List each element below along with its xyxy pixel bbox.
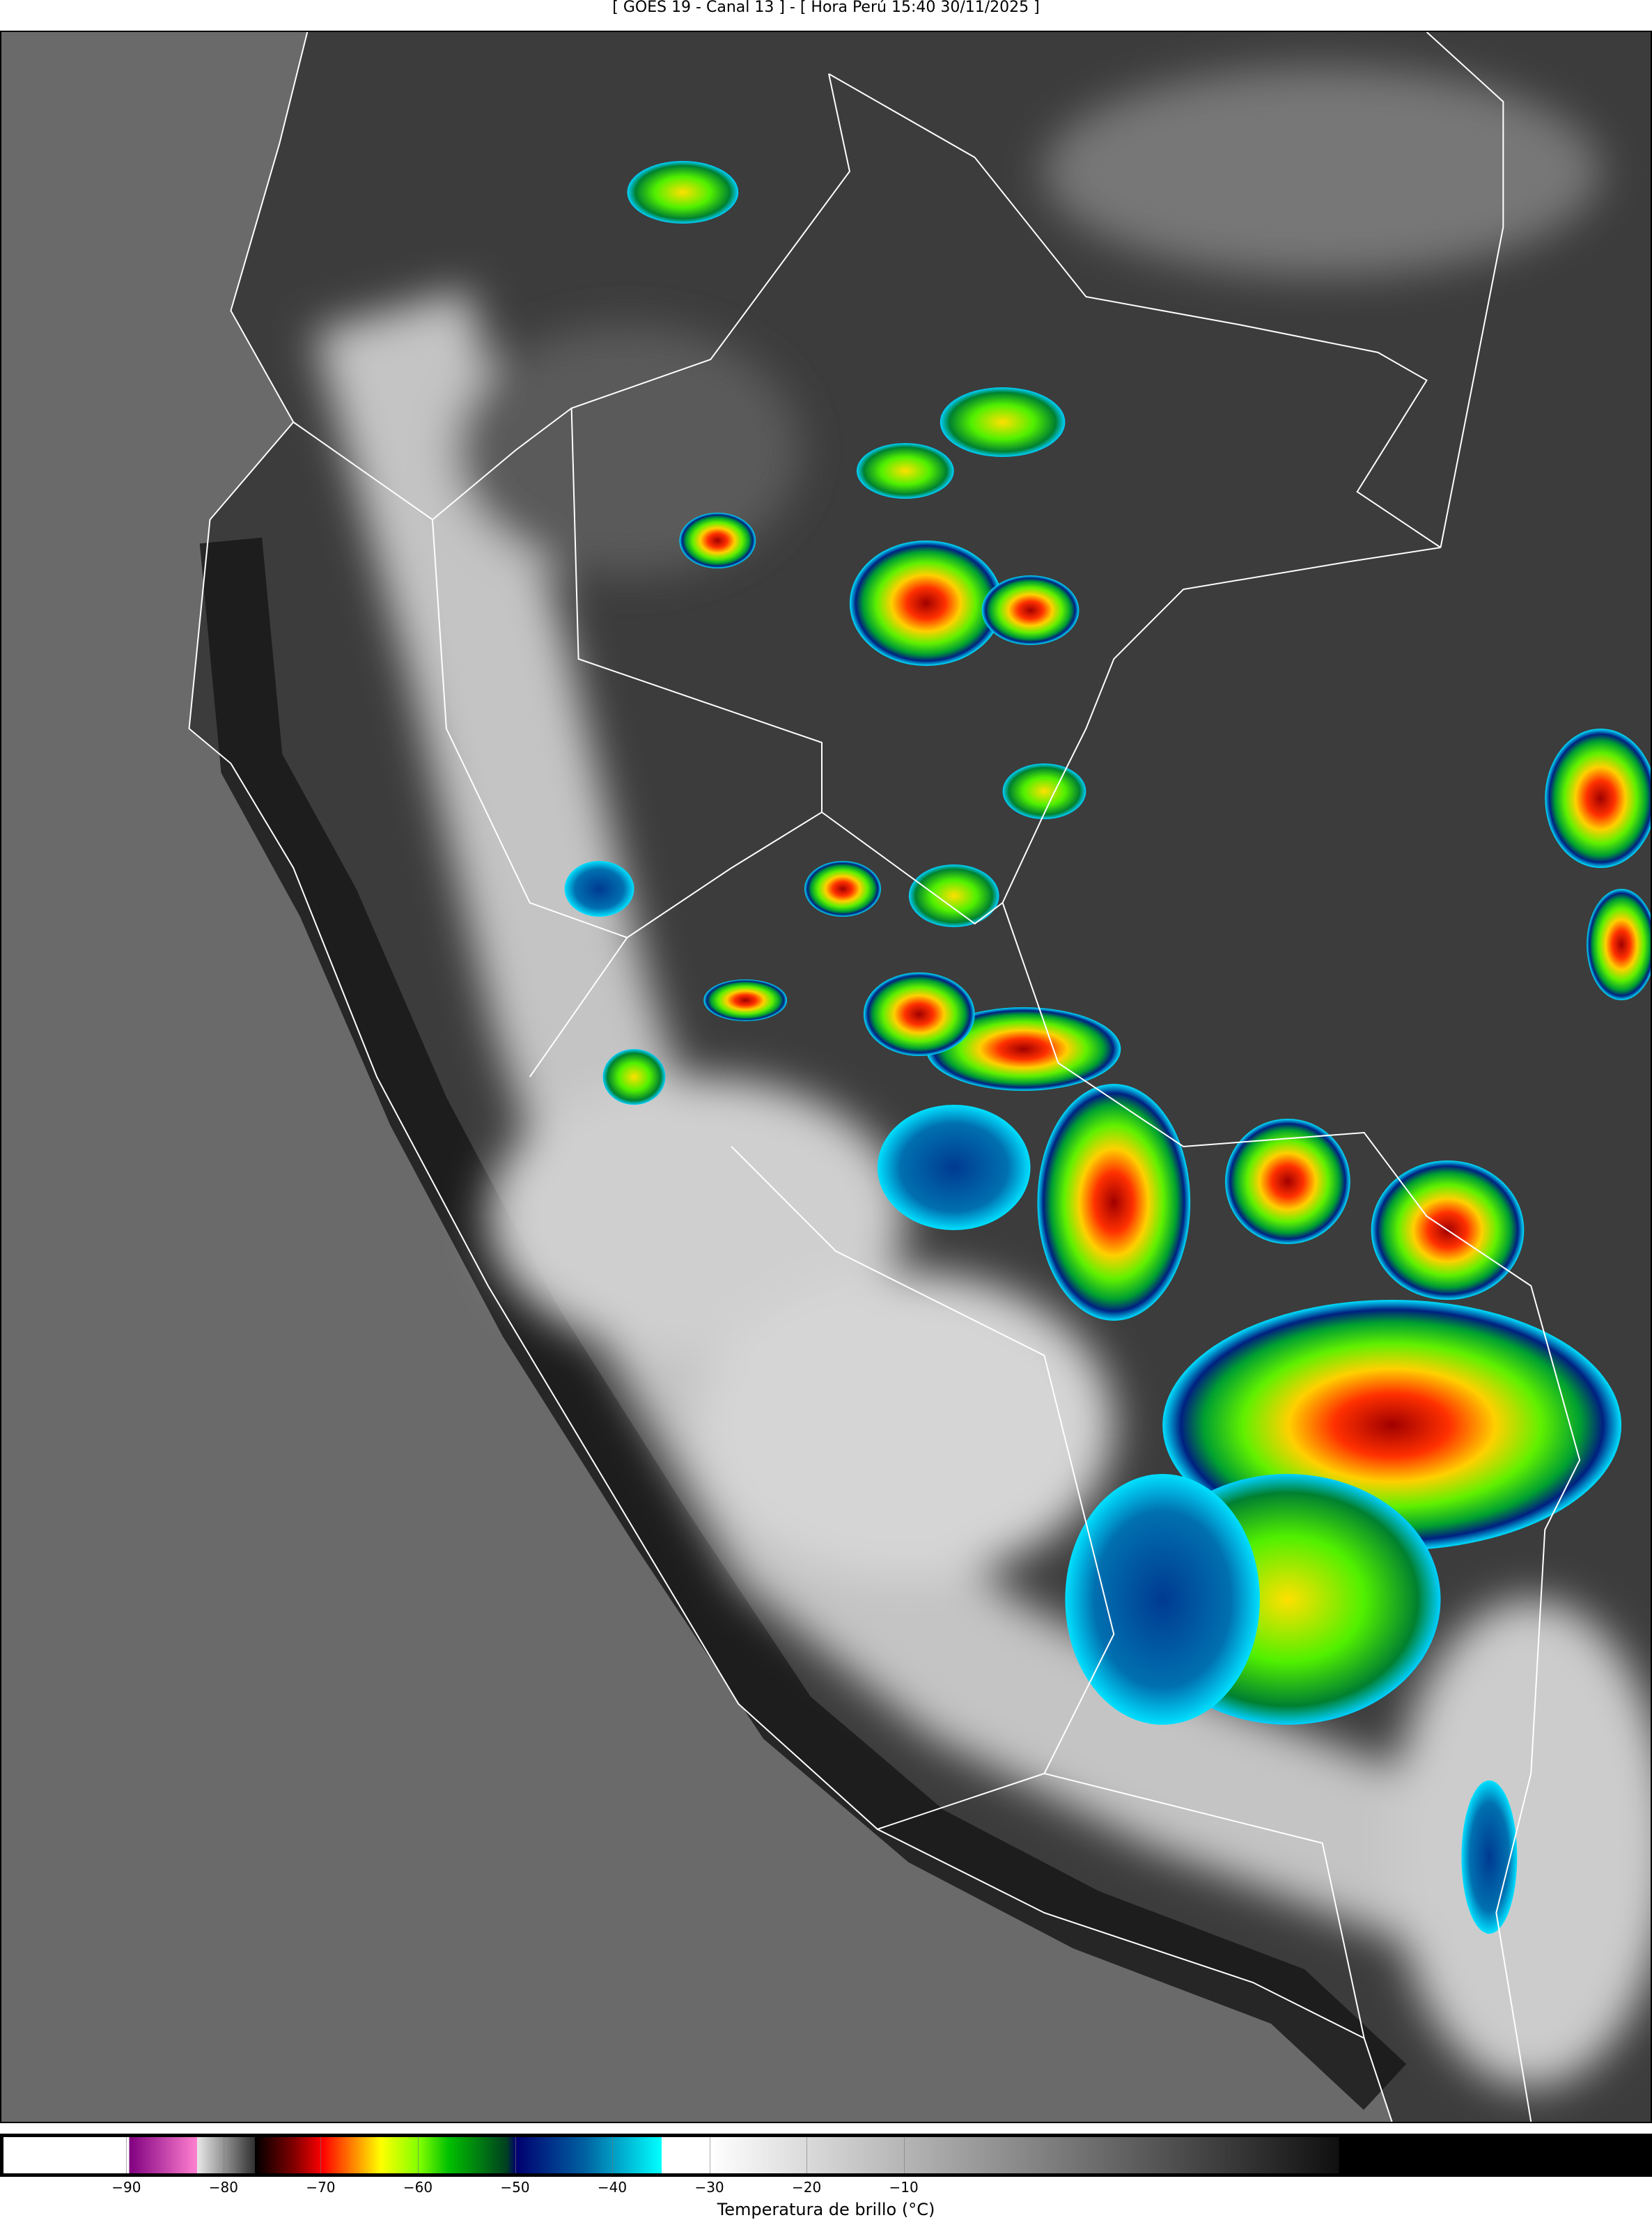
colorbar-tick-label: −60 xyxy=(403,2179,433,2196)
colorbar-tick-label: −10 xyxy=(889,2179,919,2196)
colorbar-tick-label: −50 xyxy=(500,2179,530,2196)
satellite-image xyxy=(1,32,1651,2122)
colorbar-tick-label: −90 xyxy=(111,2179,141,2196)
map-title: [ GOES 19 - Canal 13 ] - [ Hora Perú 15:… xyxy=(612,0,1040,16)
convective-cells xyxy=(564,161,1651,1934)
colorbar-tick-mark xyxy=(806,2137,808,2173)
satellite-map xyxy=(0,31,1652,2123)
andes-clouds xyxy=(313,67,1651,2087)
colorbar-tick-label: −70 xyxy=(306,2179,336,2196)
colorbar-tick-label: −40 xyxy=(597,2179,628,2196)
colorbar xyxy=(0,2134,1652,2177)
colorbar-tick-mark xyxy=(320,2137,322,2173)
colorbar-tick-mark xyxy=(417,2137,419,2173)
political-borders xyxy=(188,32,1581,2122)
colorbar-label: Temperatura de brillo (°C) xyxy=(717,2200,935,2219)
ocean xyxy=(1,32,1392,2122)
colorbar-tick-mark xyxy=(612,2137,614,2173)
colorbar-tick-mark xyxy=(126,2137,127,2173)
colorbar-tick-label: −30 xyxy=(694,2179,724,2196)
colorbar-tick-mark xyxy=(515,2137,516,2173)
colorbar-tick-label: −80 xyxy=(208,2179,239,2196)
colorbar-tick-label: −20 xyxy=(791,2179,822,2196)
colorbar-tick-mark xyxy=(903,2137,905,2173)
coastal-desert xyxy=(199,537,1407,2110)
